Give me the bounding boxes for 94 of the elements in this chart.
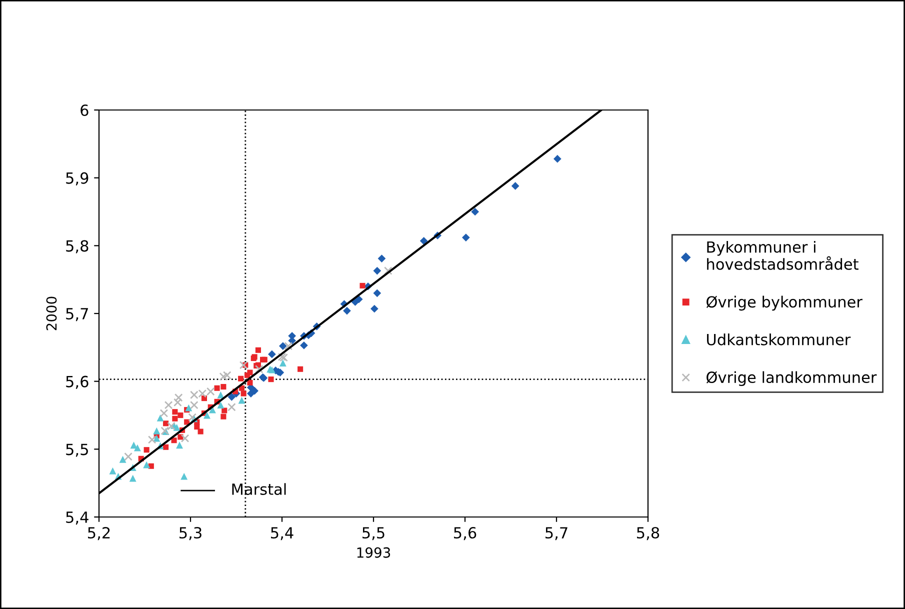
- point: [239, 360, 248, 370]
- point: [247, 380, 253, 386]
- point: [250, 386, 258, 395]
- point: [172, 409, 178, 415]
- point: [204, 412, 210, 419]
- point: [298, 366, 304, 372]
- x-tick-label: 5,8: [637, 526, 660, 540]
- point: [360, 282, 366, 288]
- point: [153, 434, 160, 442]
- point: [119, 456, 126, 463]
- point: [279, 360, 286, 366]
- x-tick-label: 5,4: [271, 527, 294, 540]
- point: [144, 447, 150, 453]
- point: [228, 402, 236, 412]
- point: [156, 414, 164, 422]
- point: [511, 182, 520, 190]
- point: [370, 304, 378, 313]
- y-tick-label: 6: [80, 104, 88, 116]
- point: [247, 370, 253, 376]
- point: [268, 350, 276, 358]
- point: [124, 452, 132, 461]
- y-tick-label: 5,4: [66, 512, 88, 525]
- point: [188, 413, 196, 422]
- point: [148, 463, 154, 469]
- point: [217, 402, 224, 409]
- point: [167, 422, 176, 430]
- point: [134, 444, 141, 452]
- y-tick-label: 5,5: [66, 444, 88, 457]
- x-tick-label: 5,6: [454, 526, 476, 540]
- point: [180, 434, 190, 442]
- point: [238, 396, 246, 404]
- y-tick-label: 5,7: [66, 308, 88, 322]
- point: [238, 376, 244, 382]
- point: [173, 424, 180, 431]
- point: [180, 472, 188, 480]
- point: [373, 289, 382, 298]
- point: [222, 371, 232, 380]
- point: [194, 424, 200, 430]
- point: [217, 391, 224, 398]
- point: [278, 342, 287, 350]
- point: [278, 352, 286, 362]
- point: [222, 408, 228, 414]
- point: [160, 409, 168, 418]
- x-tick-label: 5,7: [546, 527, 568, 540]
- annotation: Marstal: [232, 483, 286, 495]
- point: [190, 400, 198, 410]
- point: [462, 234, 470, 242]
- point: [163, 420, 169, 426]
- point: [471, 208, 479, 216]
- point: [172, 416, 178, 422]
- point: [220, 414, 226, 420]
- legend-label: Øvrige bykommuner: [706, 296, 862, 311]
- point: [164, 400, 173, 410]
- y-tick-label: 5,9: [66, 172, 88, 186]
- x-tick-label: 5,5: [362, 527, 384, 540]
- y-axis-title: 2000: [46, 296, 57, 330]
- point: [171, 438, 177, 444]
- legend-label: Øvrige landkommuner: [706, 371, 877, 386]
- point: [153, 427, 160, 434]
- x-axis-title: 1993: [357, 547, 390, 558]
- legend-label: Bykommuner i hovedstadsområdet: [707, 240, 858, 270]
- point: [343, 306, 351, 315]
- point: [219, 372, 228, 381]
- point: [178, 412, 184, 418]
- point: [109, 467, 116, 474]
- point: [148, 436, 156, 444]
- point: [553, 154, 562, 163]
- legend-label: Udkantskommuner: [707, 334, 851, 346]
- point: [143, 461, 150, 468]
- point: [174, 398, 182, 407]
- point: [378, 254, 386, 262]
- point: [163, 444, 169, 450]
- point: [198, 428, 204, 434]
- x-tick-label: 5,3: [180, 526, 202, 540]
- point: [300, 341, 308, 350]
- point: [373, 266, 382, 275]
- point: [185, 404, 192, 412]
- point: [228, 393, 236, 401]
- y-tick-label: 5,6: [66, 376, 88, 389]
- point: [176, 442, 183, 449]
- point: [268, 376, 274, 382]
- point: [254, 364, 264, 374]
- point: [351, 298, 360, 306]
- point: [280, 353, 288, 362]
- point: [214, 385, 220, 391]
- point: [240, 390, 246, 396]
- point: [220, 384, 226, 390]
- y-tick-label: 5,8: [66, 240, 88, 254]
- point: [384, 266, 392, 275]
- x-tick-label: 5,2: [88, 526, 110, 540]
- point: [174, 393, 183, 402]
- point: [129, 474, 136, 482]
- point: [255, 347, 261, 353]
- point: [284, 342, 293, 350]
